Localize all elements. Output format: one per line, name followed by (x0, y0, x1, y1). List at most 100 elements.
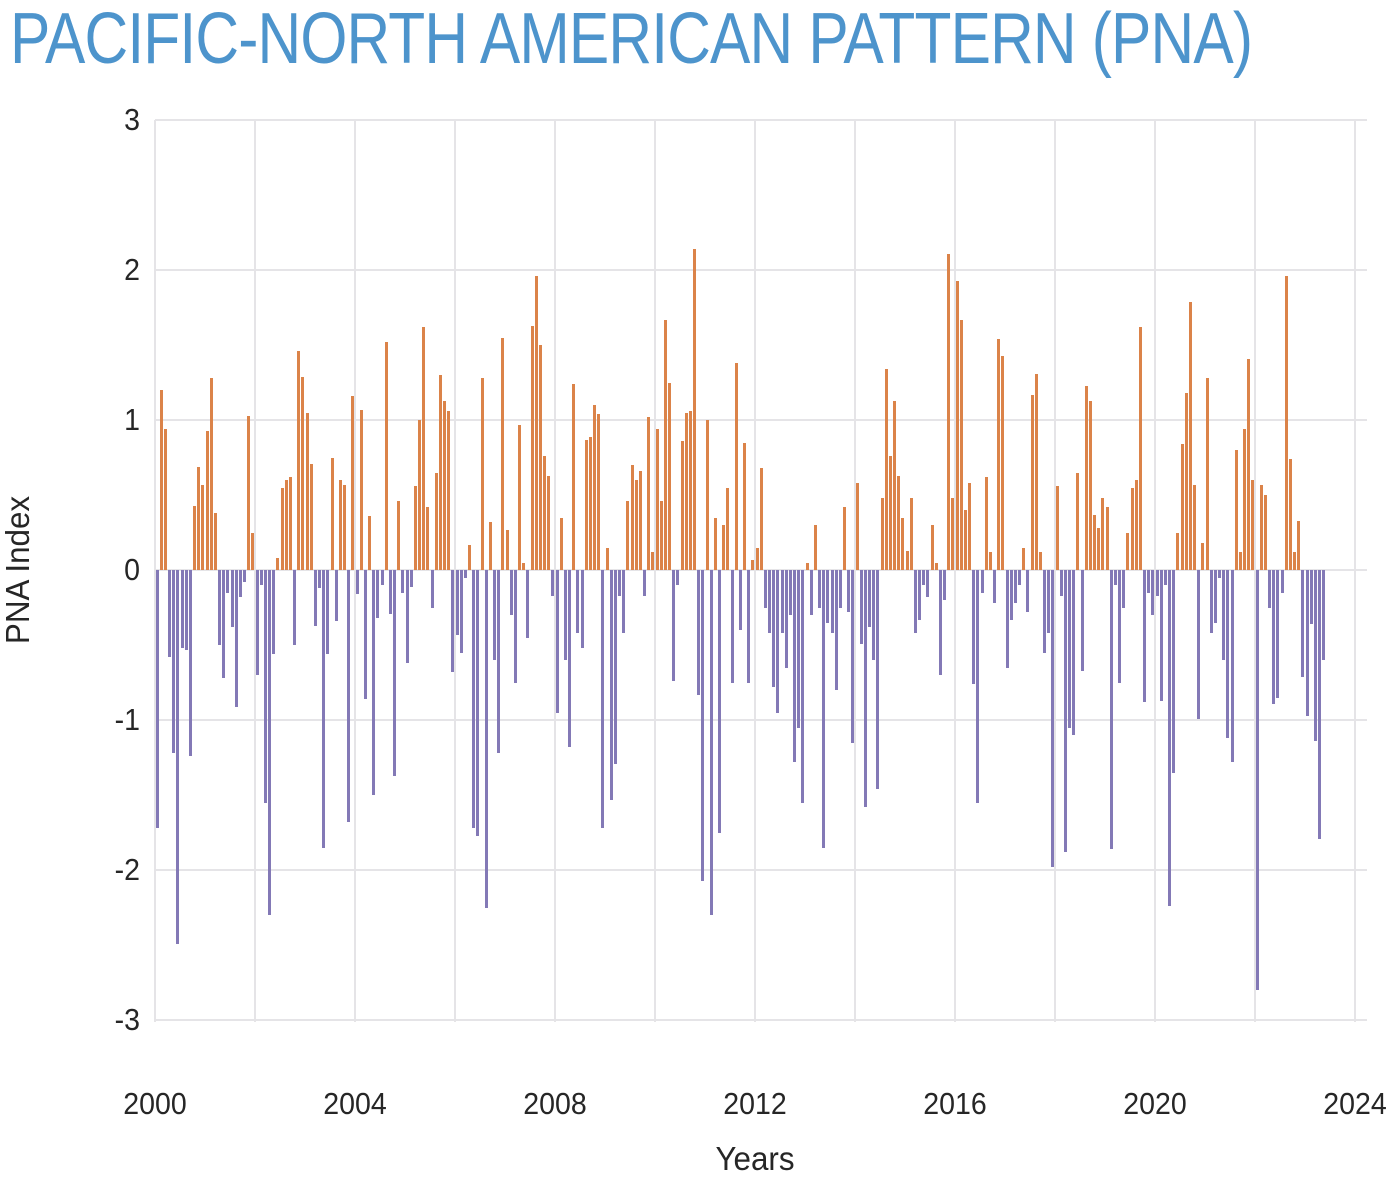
bar-2020-04 (1168, 570, 1172, 906)
bar-2021-11 (1247, 358, 1251, 570)
bar-2016-03 (963, 510, 967, 570)
bar-2006-03 (463, 570, 467, 578)
gridline-year-2016 (954, 120, 956, 1022)
bar-2021-06 (1226, 570, 1230, 738)
bar-2020-05 (1172, 570, 1176, 773)
bar-2011-05 (722, 525, 726, 570)
bar-2011-01 (705, 420, 709, 570)
gridline-year-2012 (754, 120, 756, 1022)
bar-2018-12 (1101, 498, 1105, 570)
bar-2013-04 (818, 570, 822, 608)
bar-2005-07 (430, 570, 434, 608)
bar-2008-12 (601, 570, 605, 828)
bar-2015-10 (943, 570, 947, 600)
bar-2013-01 (805, 562, 809, 570)
bar-2003-05 (322, 570, 326, 848)
bar-2014-08 (884, 369, 888, 570)
bar-2008-02 (559, 517, 563, 570)
bar-2016-05 (972, 570, 976, 684)
bar-2003-07 (330, 457, 334, 570)
bar-2013-10 (843, 507, 847, 570)
bar-2003-09 (338, 480, 342, 570)
bar-2004-05 (372, 570, 376, 795)
bar-2021-04 (1218, 570, 1222, 578)
bar-2000-02 (159, 390, 163, 570)
bar-2012-07 (780, 570, 784, 633)
bar-2021-12 (1251, 480, 1255, 570)
bar-2011-06 (726, 487, 730, 570)
bar-2000-01 (155, 570, 159, 828)
y-axis-label: PNA Index (0, 495, 36, 645)
bar-2019-07 (1130, 487, 1134, 570)
bar-2022-09 (1288, 459, 1292, 570)
bar-2010-02 (659, 501, 663, 570)
bar-2000-06 (176, 570, 180, 944)
bar-2015-07 (930, 525, 934, 570)
bar-2004-08 (384, 342, 388, 570)
bar-2006-04 (468, 544, 472, 570)
gridline-y-3 (155, 119, 1367, 121)
bar-2010-04 (668, 382, 672, 570)
bar-2002-04 (268, 570, 272, 915)
bar-2005-08 (434, 472, 438, 570)
bar-2009-03 (613, 570, 617, 764)
bar-2013-11 (847, 570, 851, 612)
bar-2016-09 (988, 552, 992, 570)
bar-2014-06 (876, 570, 880, 789)
bar-2019-05 (1122, 570, 1126, 608)
bar-2011-09 (738, 570, 742, 630)
bar-2017-02 (1009, 570, 1013, 620)
x-tick-2004: 2004 (323, 1086, 387, 1121)
bar-2012-01 (755, 547, 759, 570)
bar-2002-06 (276, 558, 280, 570)
bar-2003-01 (305, 412, 309, 570)
bar-2020-10 (1193, 484, 1197, 570)
bar-2008-10 (593, 405, 597, 570)
bar-2007-06 (526, 570, 530, 638)
bar-2004-01 (355, 570, 359, 594)
bar-2016-01 (955, 280, 959, 570)
bar-2012-03 (763, 570, 767, 608)
gridline-year-2002 (254, 120, 256, 1022)
bar-2012-10 (793, 570, 797, 762)
gridline-year-2024 (1354, 120, 1356, 1022)
bar-2016-12 (1001, 355, 1005, 570)
bar-2007-07 (530, 325, 534, 570)
bar-2009-07 (630, 465, 634, 570)
bar-2017-11 (1047, 570, 1051, 633)
bar-2015-08 (934, 562, 938, 570)
bar-2020-03 (1163, 570, 1167, 585)
x-tick-2000: 2000 (123, 1086, 187, 1121)
bar-2017-12 (1051, 570, 1055, 867)
bar-2009-10 (643, 570, 647, 596)
bar-2014-05 (872, 570, 876, 660)
y-tick--2: -2 (114, 852, 140, 887)
bar-2002-12 (301, 376, 305, 570)
bar-2010-01 (655, 429, 659, 570)
bar-2014-03 (863, 570, 867, 807)
bar-2012-09 (788, 570, 792, 615)
bar-2021-10 (1243, 429, 1247, 570)
bar-2018-10 (1093, 514, 1097, 570)
bar-2014-07 (880, 498, 884, 570)
bar-2019-04 (1118, 570, 1122, 683)
bar-2009-08 (634, 480, 638, 570)
bar-2013-08 (834, 570, 838, 690)
bar-2009-06 (626, 501, 630, 570)
bar-2007-10 (543, 456, 547, 570)
bar-2022-03 (1263, 495, 1267, 570)
bar-2017-07 (1030, 394, 1034, 570)
bar-2019-11 (1147, 570, 1151, 593)
x-tick-2020: 2020 (1123, 1086, 1187, 1121)
bar-2004-07 (380, 570, 384, 585)
bar-2018-11 (1097, 528, 1101, 570)
bar-2016-04 (968, 483, 972, 570)
bar-2007-08 (534, 276, 538, 570)
bar-2006-05 (472, 570, 476, 828)
bar-2016-08 (984, 477, 988, 570)
bar-2008-06 (576, 570, 580, 633)
bar-2015-11 (947, 253, 951, 570)
bar-2022-07 (1280, 570, 1284, 593)
bar-2021-01 (1205, 378, 1209, 570)
bar-2002-07 (280, 487, 284, 570)
